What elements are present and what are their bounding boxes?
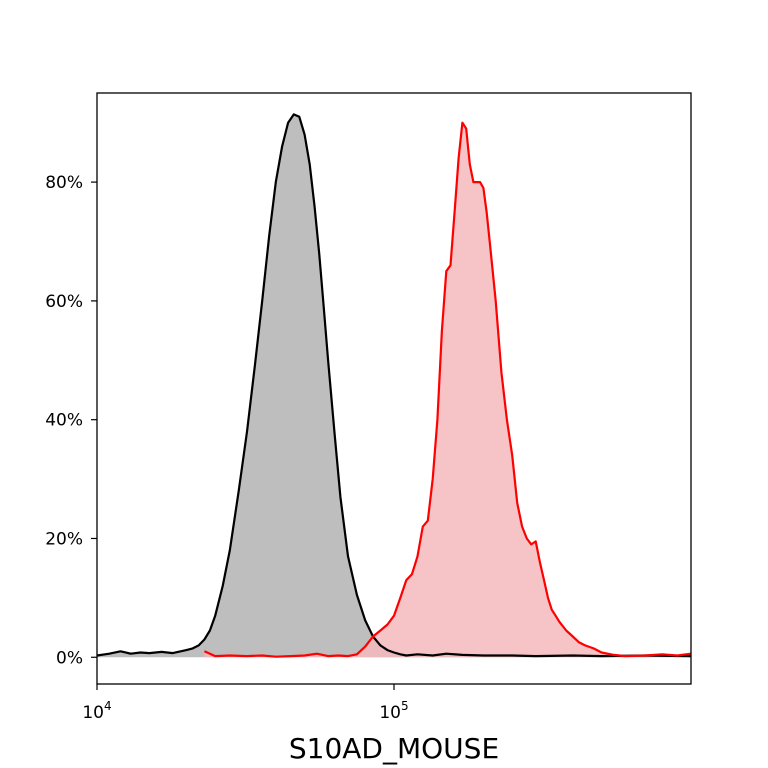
x-axis-label: S10AD_MOUSE: [289, 732, 499, 765]
series-2-line: [203, 121, 692, 658]
y-tick-label: 40%: [45, 411, 83, 431]
plot-frame: [96, 92, 692, 685]
x-tick-label: 105: [379, 699, 408, 723]
y-axis-ticks: 0% 20% 40% 60% 80%: [45, 173, 97, 668]
y-tick-label: 20%: [45, 529, 83, 549]
x-axis-ticks: 104 105: [82, 684, 409, 723]
y-tick-label: 0%: [56, 648, 83, 668]
x-tick-label: 104: [82, 699, 111, 723]
series-layer: [96, 113, 692, 658]
series-1-line: [96, 113, 692, 658]
y-tick-label: 80%: [45, 173, 83, 193]
series-1-area: [97, 114, 691, 658]
y-tick-label: 60%: [45, 292, 83, 312]
series-2-area: [204, 122, 691, 658]
